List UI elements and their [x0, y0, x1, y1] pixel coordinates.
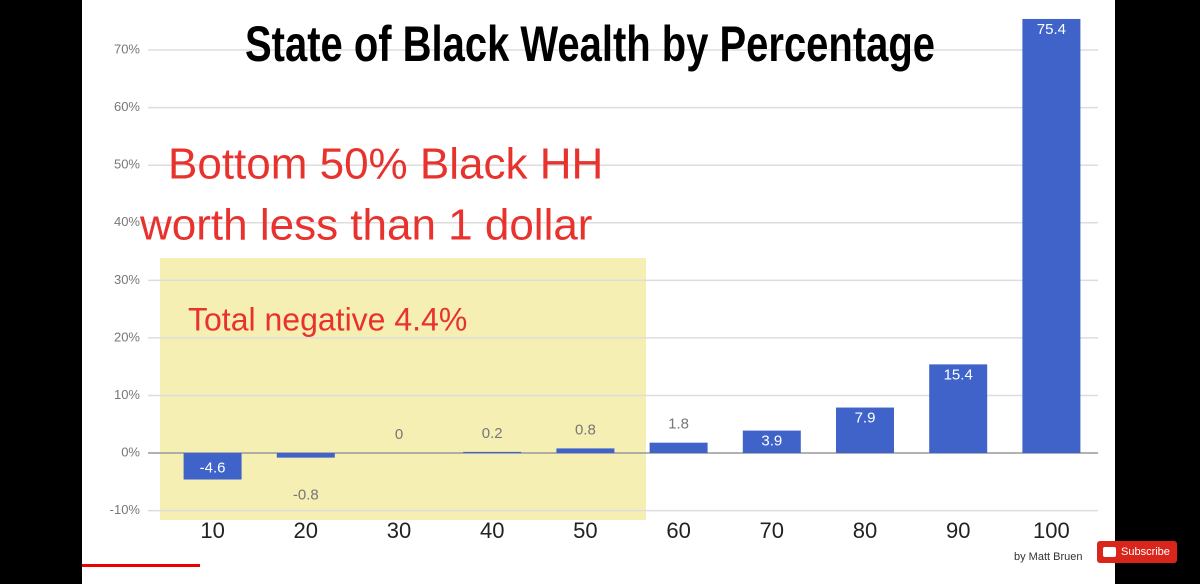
chart-title: State of Black Wealth by Percentage: [245, 16, 935, 72]
y-tick-label: 60%: [114, 99, 140, 114]
bar: [929, 364, 988, 454]
y-tick-label: -10%: [110, 502, 141, 517]
value-label: -0.8: [293, 487, 319, 504]
value-label: 0.8: [575, 421, 596, 438]
bar: [742, 430, 801, 454]
subscribe-button[interactable]: Subscribe: [1097, 541, 1177, 563]
x-tick-label: 80: [853, 518, 877, 543]
x-tick-label: 60: [666, 518, 690, 543]
subscribe-bg[interactable]: [1097, 541, 1177, 563]
x-tick-label: 90: [946, 518, 970, 543]
x-tick-label: 70: [760, 518, 784, 543]
x-tick-label: 20: [294, 518, 318, 543]
value-label: 0.2: [482, 425, 503, 442]
bar: [1022, 18, 1081, 454]
value-label: 0: [395, 426, 403, 443]
x-tick-label: 40: [480, 518, 504, 543]
bar: [556, 448, 615, 454]
bar: [836, 407, 894, 454]
annotation: Bottom 50% Black HH: [168, 140, 603, 189]
x-tick-label: 30: [387, 518, 411, 543]
annotation: worth less than 1 dollar: [139, 201, 592, 250]
credit: by Matt Bruen: [1014, 551, 1082, 563]
value-label: 75.4: [1037, 21, 1066, 38]
plot: -10% 0% 10% 20% 30% 40% 50% 60% 70% 10 -4.6 20 -0.8 3…: [110, 18, 1098, 543]
value-label: 7.9: [855, 410, 876, 427]
value-label: 15.4: [944, 366, 973, 383]
progress-bar: [82, 564, 200, 567]
value-label: 3.9: [761, 433, 782, 450]
value-label: -4.6: [200, 459, 226, 476]
yt-icon: [1103, 547, 1116, 557]
y-tick-label: 40%: [114, 214, 140, 229]
bar: [276, 453, 335, 458]
annotation: Total negative 4.4%: [188, 301, 467, 337]
y-tick-label: 30%: [114, 272, 140, 287]
y-tick-label: 0%: [121, 444, 140, 459]
x-tick-label: 50: [573, 518, 597, 543]
x-tick-label: 10: [200, 518, 224, 543]
bar: [463, 451, 522, 454]
y-tick-label: 20%: [114, 329, 140, 344]
y-tick-label: 10%: [114, 387, 140, 402]
bar: [183, 453, 242, 480]
x-tick-label: 100: [1033, 518, 1070, 543]
y-tick-label: 70%: [114, 41, 140, 56]
subscribe-label[interactable]: Subscribe: [1121, 546, 1170, 558]
y-tick-label: 50%: [114, 157, 140, 172]
value-label: 1.8: [668, 416, 689, 433]
highlight-box: [160, 258, 646, 520]
bar: [649, 442, 708, 454]
